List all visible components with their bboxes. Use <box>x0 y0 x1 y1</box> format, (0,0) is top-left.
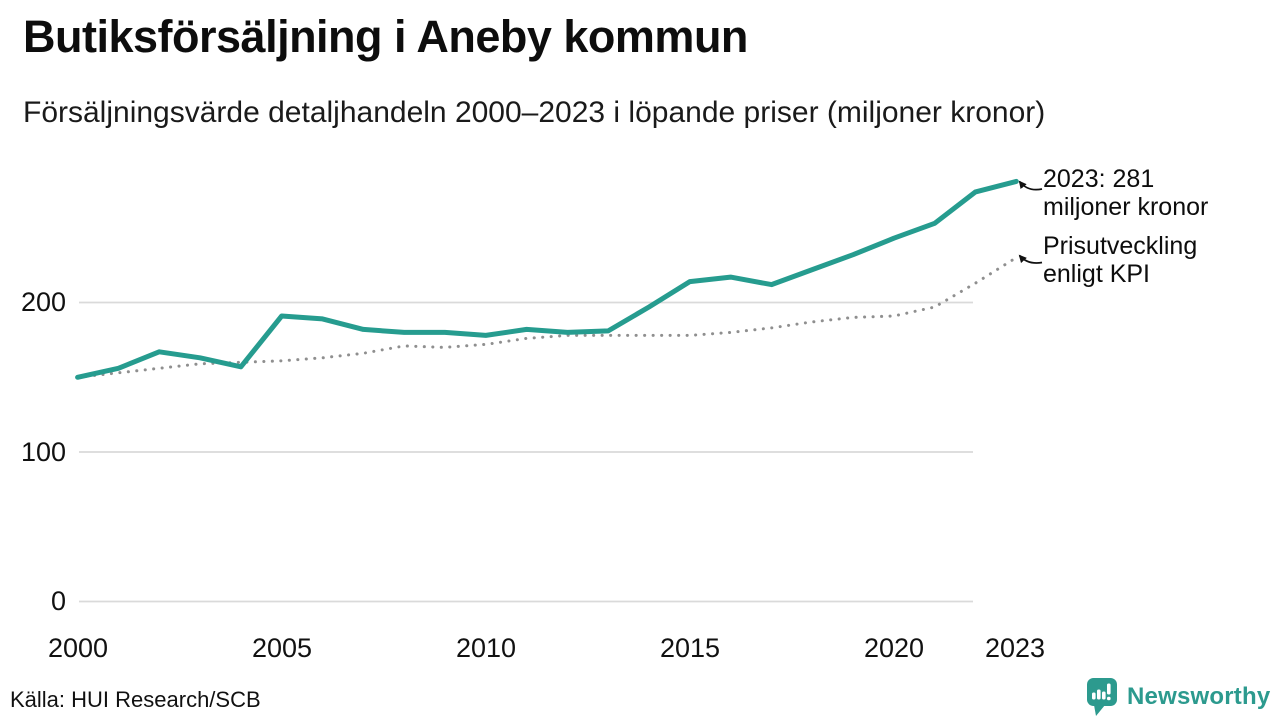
annotation-kpi: Prisutveckling enligt KPI <box>1043 232 1198 288</box>
y-tick-100: 100 <box>20 436 66 467</box>
annotation-sales-line1: 2023: 281 <box>1043 165 1155 193</box>
annotation-arrow-kpi <box>1018 254 1043 264</box>
annotation-sales-line2: miljoner kronor <box>1043 192 1209 221</box>
x-tick-2015: 2015 <box>659 633 721 663</box>
data-series <box>75 178 1019 380</box>
source-note: Källa: HUI Research/SCB <box>10 687 261 712</box>
brand-logo: Newsworthy <box>1086 677 1270 717</box>
chart-subtitle: Försäljningsvärde detaljhandeln 2000–202… <box>23 96 1046 129</box>
page-title: Butiksförsäljning i Aneby kommun <box>23 11 748 62</box>
y-tick-200: 200 <box>20 287 66 317</box>
annotation-arrows <box>1018 180 1043 264</box>
brand-name: Newsworthy <box>1127 683 1271 710</box>
annotation-kpi-line2: enligt KPI <box>1043 259 1151 288</box>
annotation-sales: 2023: 281 miljoner kronor <box>1043 165 1209 221</box>
gridlines <box>79 301 973 603</box>
newsworthy-icon <box>1087 678 1117 716</box>
x-tick-2023: 2023 <box>984 633 1046 663</box>
x-tick-2020: 2020 <box>863 633 925 663</box>
x-tick-2010: 2010 <box>455 633 517 663</box>
annotation-arrow-sales <box>1018 180 1043 191</box>
x-tick-2005: 2005 <box>251 633 313 663</box>
y-tick-0: 0 <box>50 586 66 616</box>
x-tick-2000: 2000 <box>47 633 109 663</box>
annotation-kpi-line1: Prisutveckling <box>1043 232 1198 260</box>
sales-line <box>75 178 1019 380</box>
